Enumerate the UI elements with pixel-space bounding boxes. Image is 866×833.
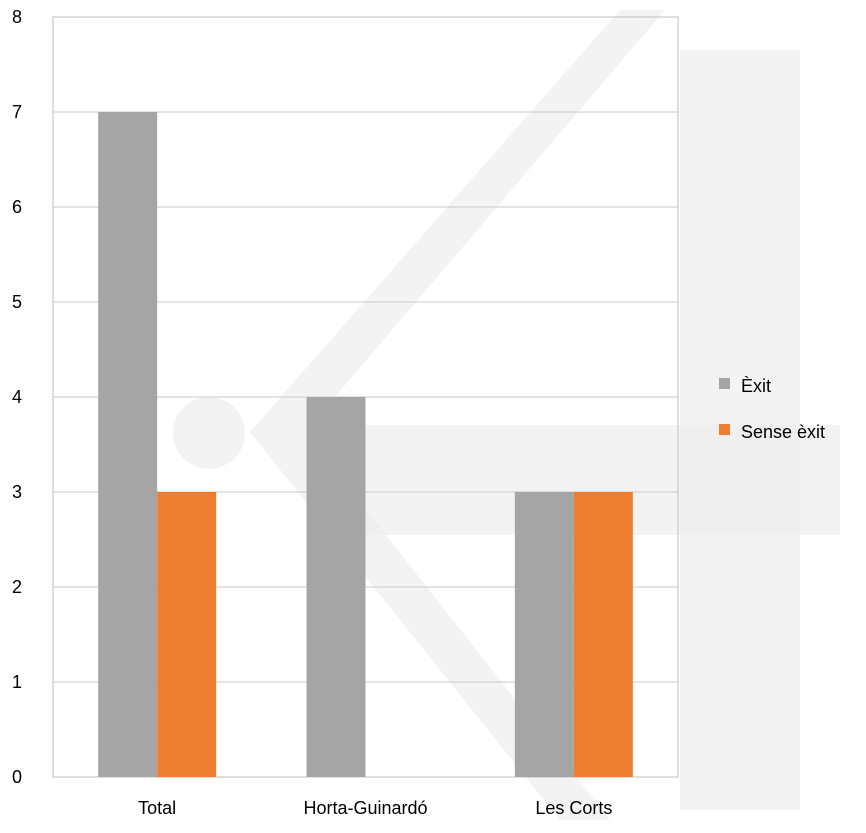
y-axis-tick-label: 2 — [12, 577, 22, 597]
bar-èxit — [98, 112, 158, 777]
y-axis-tick-label: 0 — [12, 767, 22, 787]
bar-èxit — [514, 492, 574, 777]
bar-èxit — [306, 397, 366, 777]
y-axis-tick-labels: 0 1 2 3 4 5 6 7 8 — [12, 7, 22, 787]
legend: Èxit Sense èxit — [719, 376, 825, 442]
legend-label: Sense èxit — [741, 422, 825, 442]
y-axis-tick-label: 6 — [12, 197, 22, 217]
x-axis-tick-label: Total — [138, 798, 176, 818]
x-axis-tick-label: Les Corts — [535, 798, 612, 818]
legend-label: Èxit — [741, 376, 771, 396]
watermark-logo — [173, 10, 840, 820]
bars-layer — [98, 112, 633, 777]
y-axis-tick-label: 7 — [12, 102, 22, 122]
legend-swatch — [719, 424, 730, 435]
y-axis-tick-label: 4 — [12, 387, 22, 407]
y-axis-tick-label: 1 — [12, 672, 22, 692]
bar-sense-èxit — [157, 492, 217, 777]
x-axis-tick-labels: Total Horta-Guinardó Les Corts — [138, 798, 612, 818]
y-axis-tick-label: 5 — [12, 292, 22, 312]
y-axis-tick-label: 3 — [12, 482, 22, 502]
x-axis-tick-label: Horta-Guinardó — [303, 798, 427, 818]
y-axis-tick-label: 8 — [12, 7, 22, 27]
legend-swatch — [719, 378, 730, 389]
bar-sense-èxit — [573, 492, 633, 777]
